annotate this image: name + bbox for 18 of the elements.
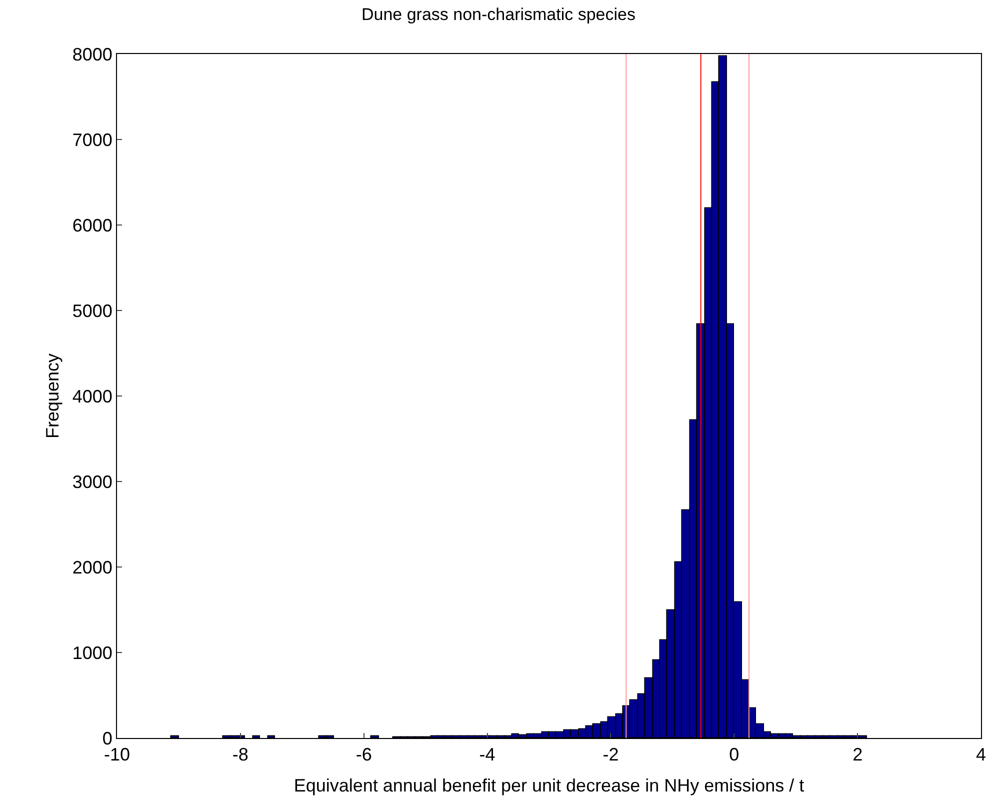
y-tick-label: 3000 (72, 472, 112, 492)
y-tick-label: 7000 (72, 130, 112, 150)
y-tick-label: 6000 (72, 215, 112, 236)
y-axis-title: Frequency (42, 353, 63, 439)
x-tick-label: 0 (729, 744, 740, 765)
x-tick-label: -8 (232, 744, 248, 765)
y-tick-label: 4000 (72, 386, 112, 406)
y-tick-label: 1000 (72, 642, 112, 663)
x-tick-label: 2 (852, 744, 863, 765)
x-tick-label: -2 (602, 744, 619, 765)
y-tick-label: 8000 (72, 44, 112, 64)
chart-title: Dune grass non-charismatic species (361, 5, 636, 24)
x-tick-label: 4 (976, 744, 986, 765)
y-tick-label: 5000 (72, 300, 112, 321)
x-tick-label: -4 (479, 744, 496, 765)
x-axis-title: Equivalent annual benefit per unit decrease in NHy emissions / t (294, 776, 804, 796)
y-tick-label: 2000 (72, 557, 112, 578)
x-tick-label: -6 (356, 744, 372, 765)
